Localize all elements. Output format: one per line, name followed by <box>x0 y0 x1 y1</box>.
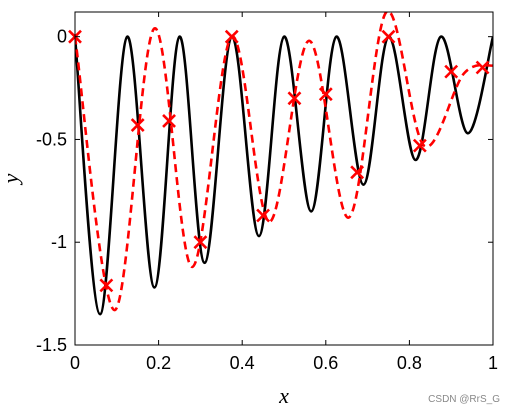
marker-point-3 <box>162 114 176 128</box>
x-tick-label-2: 0.4 <box>230 353 255 373</box>
x-axis-label: x <box>278 383 289 408</box>
marker-point-13 <box>475 60 490 75</box>
y-tick-label-1: -0.5 <box>36 129 67 149</box>
x-tick-label-5: 1 <box>488 353 498 373</box>
x-tick-label-1: 0.2 <box>146 353 171 373</box>
x-tick-label-3: 0.6 <box>313 353 338 373</box>
marker-point-12 <box>444 64 459 79</box>
plot-frame <box>74 11 494 346</box>
plot-background <box>75 12 493 345</box>
series-layer <box>68 12 493 316</box>
marker-point-2 <box>130 118 145 132</box>
marker-point-4 <box>193 235 208 250</box>
y-tick-label-0: 0 <box>57 27 67 47</box>
marker-point-11 <box>412 138 427 153</box>
x-tick-label-4: 0.8 <box>397 353 422 373</box>
marker-point-5 <box>224 29 239 44</box>
marker-point-9 <box>350 165 365 180</box>
y-tick-label-3: -1.5 <box>36 335 67 355</box>
solid-series-line <box>75 35 493 316</box>
x-tick-label-0: 0 <box>70 353 80 373</box>
marker-point-1 <box>99 278 114 293</box>
y-tick-label-2: -1 <box>51 232 67 252</box>
y-axis-label: y <box>0 173 23 185</box>
marker-point-8 <box>318 87 333 102</box>
marker-point-10 <box>381 29 396 44</box>
marker-point-7 <box>287 91 302 106</box>
tick-layer: 0 0.2 0.4 0.6 0.8 1 0 -0.5 -1 -1.5 <box>36 12 498 373</box>
watermark: CSDN @RrS_G <box>428 394 500 405</box>
marker-point-6 <box>256 208 271 223</box>
